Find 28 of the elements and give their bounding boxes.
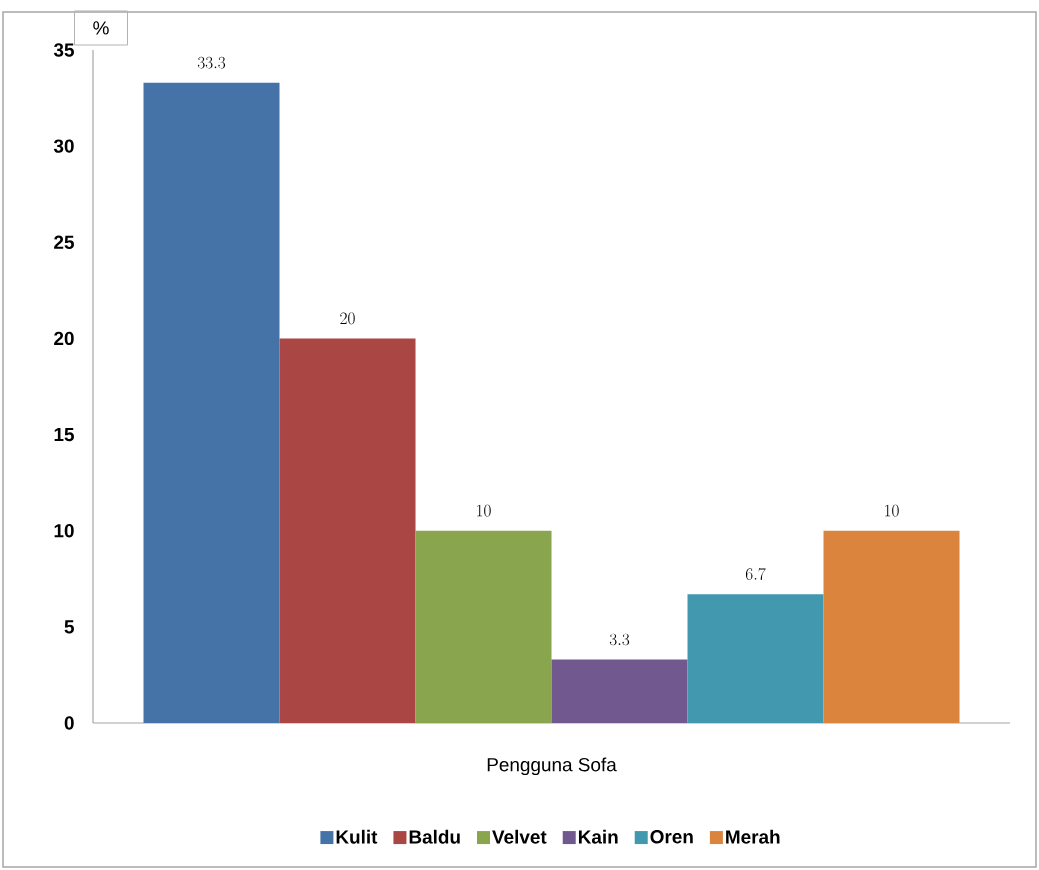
legend-label: Merah xyxy=(726,829,780,844)
legend-label: Kain xyxy=(578,829,618,844)
y-tick-label: 0 xyxy=(64,716,74,730)
data-label: 10 xyxy=(477,504,491,517)
y-tick-label: 25 xyxy=(54,235,74,249)
bar xyxy=(687,594,824,723)
data-label: 33.3 xyxy=(197,56,226,69)
bar xyxy=(823,530,960,723)
y-axis-title: % xyxy=(93,21,109,35)
data-label: 10 xyxy=(885,504,899,517)
y-tick-label: 5 xyxy=(64,620,74,634)
legend-label: Kulit xyxy=(336,829,378,844)
legend-label: Oren xyxy=(650,830,693,844)
data-label: 20 xyxy=(340,312,355,325)
legend-label: Baldu xyxy=(409,829,460,844)
data-label: 6.7 xyxy=(745,567,766,580)
data-label: 3.3 xyxy=(609,633,630,646)
legend-label: Velvet xyxy=(492,829,547,844)
y-tick-label: 20 xyxy=(54,331,74,346)
x-tick-label: Pengguna Sofa xyxy=(487,757,617,776)
bar xyxy=(279,338,416,723)
bar xyxy=(415,530,552,723)
y-tick-label: 35 xyxy=(53,43,74,57)
bar xyxy=(143,82,280,723)
y-tick-label: 30 xyxy=(53,139,74,153)
y-tick-label: 10 xyxy=(54,524,74,538)
bar xyxy=(551,659,688,723)
y-tick-label: 15 xyxy=(54,427,74,442)
